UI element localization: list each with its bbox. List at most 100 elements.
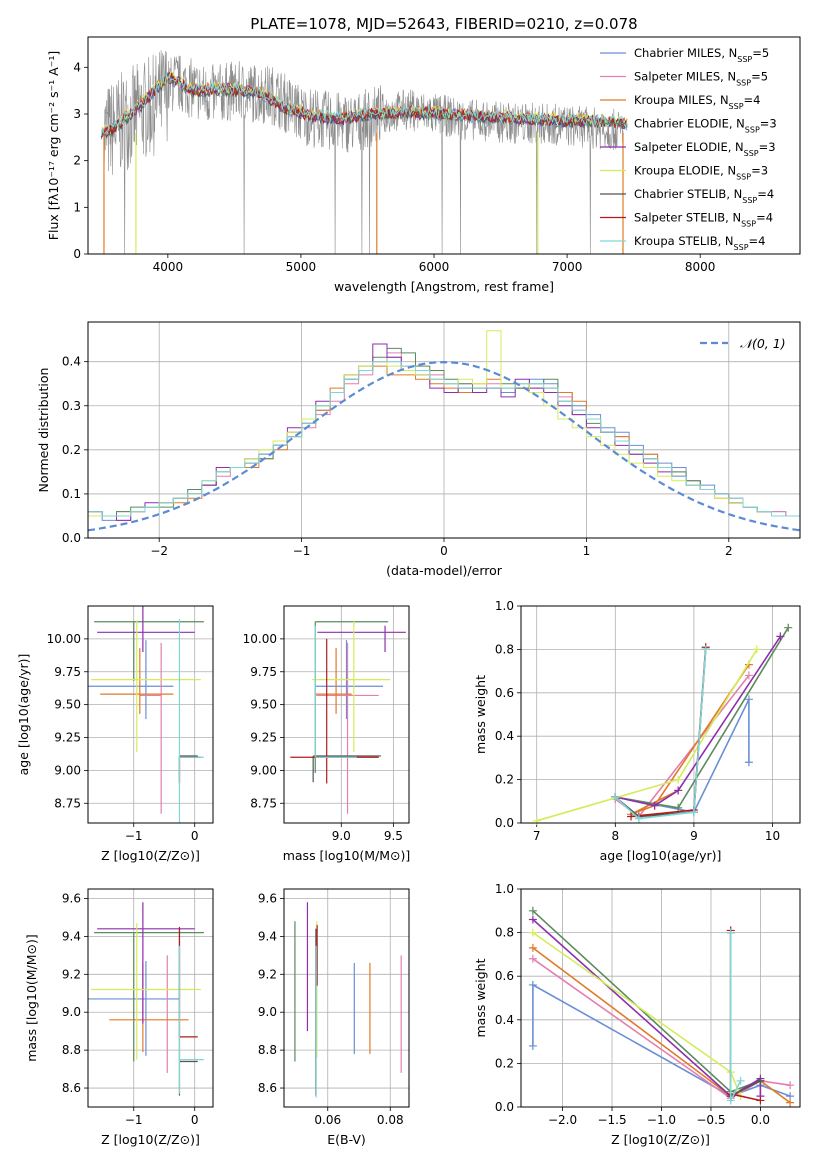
data-point-marker xyxy=(627,812,636,821)
observed-spectrum-line xyxy=(103,50,624,254)
legend-label: Chabrier ELODIE, NSSP=3 xyxy=(634,117,777,135)
series-line xyxy=(630,647,707,818)
legend-label: 𝒩(0, 1) xyxy=(740,336,786,351)
data-point-marker xyxy=(701,645,710,654)
x-tick-label: 1 xyxy=(583,544,591,558)
data-point-marker xyxy=(744,695,753,704)
y-tick-label: 9.2 xyxy=(258,967,277,981)
y-tick-label: 0.0 xyxy=(495,1100,514,1114)
legend-label: Salpeter MILES, NSSP=5 xyxy=(634,70,768,88)
y-tick-label: 9.50 xyxy=(250,698,277,712)
histogram-step xyxy=(88,356,800,521)
y-tick-label: 0 xyxy=(73,247,81,261)
y-tick-label: 8.75 xyxy=(250,796,277,810)
histogram-step xyxy=(88,330,800,521)
histogram-step xyxy=(88,343,800,521)
x-tick-label: 0 xyxy=(440,544,448,558)
x-tick-label: 6000 xyxy=(419,260,450,274)
data-point-marker xyxy=(756,1096,765,1105)
data-point-marker xyxy=(528,954,537,963)
y-axis-label: mass [log10(M/M⊙)] xyxy=(24,934,39,1062)
series-line xyxy=(729,932,761,1098)
y-tick-label: 0.3 xyxy=(62,399,81,413)
y-tick-label: 0.4 xyxy=(62,355,81,369)
data-point-marker xyxy=(532,816,541,825)
legend-label: Kroupa STELIB, NSSP=4 xyxy=(634,234,765,252)
y-tick-label: 4 xyxy=(73,60,81,74)
y-tick-label: 9.25 xyxy=(250,731,277,745)
x-tick-label: 9.0 xyxy=(332,829,351,843)
series-line xyxy=(614,649,707,818)
x-axis-label: E(B-V) xyxy=(327,1132,366,1147)
data-point-marker xyxy=(634,814,643,823)
x-tick-label: −1.5 xyxy=(597,1113,626,1127)
plot-frame xyxy=(520,605,801,824)
x-axis-label: wavelength [Angstrom, rest frame] xyxy=(334,279,554,294)
cross-plot-area xyxy=(290,620,406,814)
series-line xyxy=(536,648,758,822)
mass-vs-age-panel: 9.0 9.5 8.75 9.00 9.25 9.50 9.75 10.00 mass [log… xyxy=(243,605,411,863)
y-axis-label: age [log10(age/yr)] xyxy=(16,654,31,776)
data-point-marker xyxy=(528,928,537,937)
data-point-marker xyxy=(674,803,683,812)
plot-frame xyxy=(87,36,801,255)
cross-plot-area xyxy=(88,606,204,823)
y-tick-label: 9.75 xyxy=(54,665,81,679)
y-tick-label: 1 xyxy=(73,200,81,214)
y-tick-label: 0.8 xyxy=(495,642,514,656)
legend-label: Chabrier STELIB, NSSP=4 xyxy=(634,187,774,205)
x-axis-label: age [log10(age/yr)] xyxy=(600,848,722,863)
series-line xyxy=(729,930,761,1102)
spectrum-plot-area xyxy=(100,50,628,254)
plot-frame xyxy=(87,321,801,539)
data-point-marker xyxy=(674,786,683,795)
y-tick-label: 0.6 xyxy=(495,969,514,983)
weight-plot-area xyxy=(528,906,795,1107)
data-point-marker xyxy=(756,1076,765,1085)
x-tick-label: 8 xyxy=(611,829,619,843)
y-tick-label: 0.4 xyxy=(495,729,514,743)
y-tick-label: 0.0 xyxy=(62,531,81,545)
data-point-marker xyxy=(528,980,537,989)
model-spectrum-line xyxy=(100,74,628,136)
residual-plot-area xyxy=(88,330,800,532)
data-point-marker xyxy=(611,792,620,801)
y-tick-label: 8.6 xyxy=(62,1081,81,1095)
histogram-step xyxy=(88,347,800,521)
x-tick-label: 9 xyxy=(690,829,698,843)
histogram-step xyxy=(88,361,800,521)
data-point-marker xyxy=(786,1081,795,1090)
legend-label: Kroupa ELODIE, NSSP=3 xyxy=(634,164,768,182)
spectrum-panel: 4000 5000 6000 7000 8000 0 1 2 3 4 wavelength [Ang… xyxy=(46,36,801,294)
x-tick-label: 5000 xyxy=(286,260,317,274)
x-tick-label: −1.0 xyxy=(647,1113,676,1127)
x-tick-label: 0 xyxy=(191,1113,199,1127)
x-axis-label: mass [log10(M/M⊙)] xyxy=(283,848,411,863)
y-tick-label: 9.6 xyxy=(258,891,277,905)
y-tick-label: 0.2 xyxy=(62,443,81,457)
x-tick-label: 9.5 xyxy=(384,829,403,843)
data-point-marker xyxy=(752,645,761,654)
x-axis-label: (data-model)/error xyxy=(386,563,503,578)
series-line xyxy=(532,910,761,1093)
figure-title: PLATE=1078, MJD=52643, FIBERID=0210, z=0… xyxy=(250,15,637,33)
y-tick-label: 9.6 xyxy=(62,891,81,905)
y-tick-label: 9.4 xyxy=(62,929,81,943)
y-tick-label: 0.2 xyxy=(495,773,514,787)
data-point-marker xyxy=(784,623,793,632)
normal-curve-line xyxy=(88,360,800,532)
x-axis-label: Z [log10(Z/Z⊙)] xyxy=(611,1132,710,1147)
y-tick-label: 10.00 xyxy=(47,632,81,646)
data-point-marker xyxy=(689,808,698,817)
data-point-marker xyxy=(674,775,683,784)
y-axis-label: Flux [fλ10⁻¹⁷ erg cm⁻² s⁻¹ A⁻¹] xyxy=(46,51,61,240)
series-line xyxy=(614,649,707,820)
y-tick-label: 9.25 xyxy=(54,731,81,745)
legend-label: Salpeter ELODIE, NSSP=3 xyxy=(634,140,776,158)
x-tick-label: 8000 xyxy=(685,260,716,274)
y-tick-label: 8.75 xyxy=(54,796,81,810)
x-axis-label: Z [log10(Z/Z⊙)] xyxy=(101,848,200,863)
y-tick-label: 2 xyxy=(73,154,81,168)
data-point-marker xyxy=(528,915,537,924)
series-line xyxy=(532,918,762,1098)
